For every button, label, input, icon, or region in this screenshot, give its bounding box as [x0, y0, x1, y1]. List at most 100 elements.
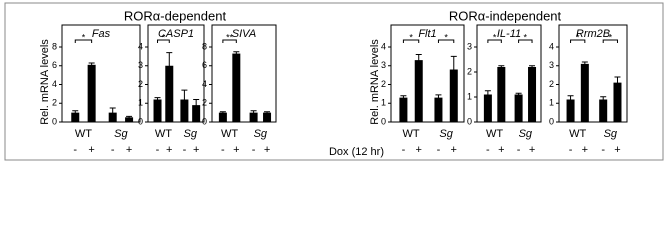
y-tick-label: 8	[202, 41, 207, 51]
y-tick-label: 2	[138, 79, 143, 89]
bar	[599, 99, 608, 122]
panel-frame	[147, 24, 205, 123]
x-tick-label: -	[73, 144, 77, 156]
x-tick-label: -	[517, 144, 521, 156]
treatment-label: Dox (12 hr)	[329, 146, 384, 158]
panel-title: IL-11	[497, 28, 521, 40]
error-bar	[450, 55, 457, 84]
error-bar	[72, 110, 79, 115]
y-tick-label: 4	[549, 41, 554, 51]
bar	[165, 65, 174, 122]
panel-title: Rrm2B	[576, 28, 610, 40]
group-label: Sg	[254, 128, 268, 140]
y-tick-label: 2	[549, 79, 554, 89]
x-tick-label: -	[183, 144, 187, 156]
error-bar	[614, 76, 621, 89]
y-tick-label: 0	[381, 116, 386, 126]
y-tick-label: 0	[52, 116, 57, 126]
bar	[613, 82, 622, 122]
group-label: Sg	[604, 128, 618, 140]
x-tick-label: +	[126, 144, 132, 156]
significance-bracket	[487, 39, 502, 43]
group-label: Sg	[184, 128, 198, 140]
x-tick-label: -	[486, 144, 490, 156]
significance-bracket	[74, 39, 93, 43]
x-tick-label: +	[451, 144, 457, 156]
figure-frame	[4, 2, 664, 161]
x-tick-label: -	[402, 144, 406, 156]
error-bar	[250, 110, 257, 115]
error-bar	[400, 95, 407, 100]
bar	[528, 67, 537, 122]
y-tick-label: 2	[467, 66, 472, 76]
y-tick-label: 4	[202, 79, 207, 89]
x-tick-label: -	[601, 144, 605, 156]
panel-title: SIVA	[232, 28, 256, 40]
y-axis-label: Rel. mRNA levels	[369, 39, 381, 125]
panel-frame	[61, 24, 141, 123]
panel-title: Flt1	[418, 28, 436, 40]
error-bar	[600, 96, 607, 103]
bar	[483, 94, 492, 122]
significance-label: *	[493, 32, 497, 42]
group-label: WT	[221, 128, 238, 140]
panel-title: Fas	[92, 28, 111, 40]
y-tick-label: 3	[381, 60, 386, 70]
x-tick-label: +	[166, 144, 172, 156]
y-tick-label: 0	[467, 116, 472, 126]
bar	[434, 97, 443, 122]
y-tick-label: 3	[549, 60, 554, 70]
x-tick-label: -	[437, 144, 441, 156]
panel-frame	[390, 24, 465, 123]
y-tick-label: 3	[467, 41, 472, 51]
figure: RORα-dependent RORα-independent Rel. mRN…	[4, 2, 664, 161]
error-bar	[435, 94, 442, 101]
x-tick-label: +	[193, 144, 199, 156]
x-tick-label: -	[252, 144, 256, 156]
bar	[566, 99, 575, 122]
significance-label: *	[409, 32, 413, 42]
y-tick-label: 1	[138, 98, 143, 108]
x-tick-label: +	[233, 144, 239, 156]
error-bar	[529, 65, 536, 69]
error-bar	[219, 111, 226, 115]
bar	[399, 97, 408, 122]
x-tick-label: -	[569, 144, 573, 156]
y-tick-label: 4	[381, 41, 386, 51]
error-bar	[415, 54, 422, 67]
significance-bracket	[518, 39, 533, 43]
group-label: WT	[403, 128, 420, 140]
bar	[232, 53, 241, 122]
error-bar	[126, 115, 133, 119]
error-bar	[154, 97, 161, 102]
y-tick-label: 1	[467, 91, 472, 101]
x-tick-label: +	[416, 144, 422, 156]
y-tick-label: 0	[549, 116, 554, 126]
bar	[414, 60, 423, 122]
error-bar	[498, 65, 505, 69]
error-bar	[515, 92, 522, 97]
significance-label: *	[162, 32, 166, 42]
bar	[153, 99, 162, 122]
bar	[580, 63, 589, 122]
x-tick-label: -	[156, 144, 160, 156]
error-bar	[181, 89, 188, 110]
y-axis-label: Rel. mRNA levels	[39, 39, 51, 125]
group-heading: RORα-dependent	[124, 8, 227, 23]
y-tick-label: 2	[202, 98, 207, 108]
error-bar	[567, 95, 574, 104]
significance-label: *	[609, 32, 613, 42]
y-tick-label: 2	[381, 79, 386, 89]
significance-label: *	[524, 32, 528, 42]
panel-frame	[558, 24, 628, 123]
y-tick-label: 1	[549, 98, 554, 108]
y-tick-label: 0	[202, 116, 207, 126]
significance-bracket	[222, 39, 237, 43]
group-heading: RORα-independent	[449, 8, 562, 23]
panel-title: CASP1	[158, 28, 194, 40]
y-tick-label: 4	[52, 79, 57, 89]
error-bar	[193, 99, 200, 112]
significance-label: *	[444, 32, 448, 42]
x-tick-label: +	[582, 144, 588, 156]
bar	[497, 67, 506, 122]
